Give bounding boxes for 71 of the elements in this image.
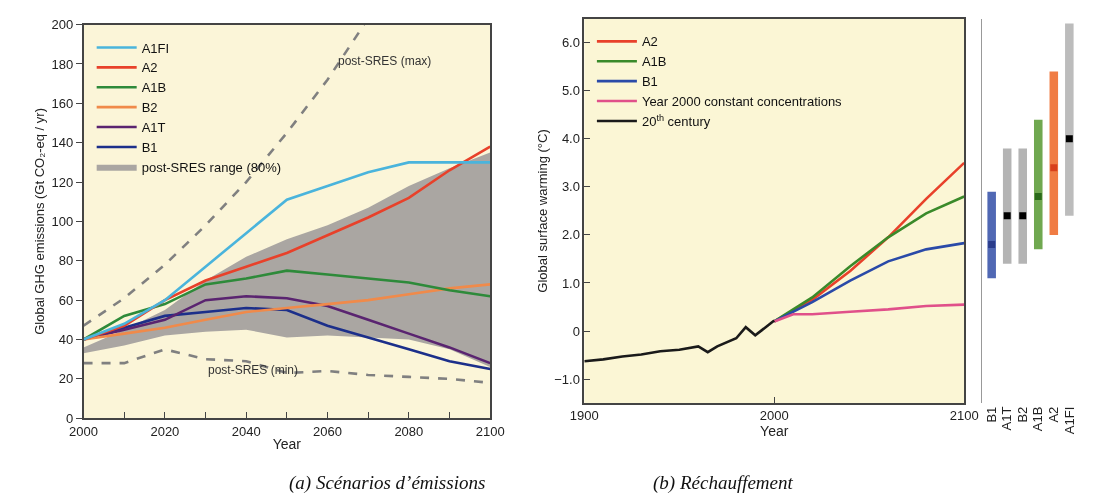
- x-tick-label: A1B: [1030, 406, 1046, 432]
- annotation: post-SRES (min): [208, 363, 299, 377]
- y-tick-label: 40: [58, 332, 74, 348]
- line-series: [772, 303, 965, 323]
- x-tick-label: A2: [1046, 406, 1062, 423]
- annotation: post-SRES (max): [338, 54, 432, 68]
- line-series: [83, 283, 491, 341]
- legend-label: A2: [141, 60, 158, 76]
- x-tick-label: B1: [983, 406, 999, 423]
- bar: [1049, 71, 1059, 235]
- x-tick-label: 1900: [569, 408, 599, 424]
- x-tick-label: 2040: [231, 423, 261, 439]
- legend-label: B1: [141, 140, 158, 155]
- point: [1065, 135, 1073, 143]
- legend-label: 20$^{th}$ century: [641, 112, 711, 130]
- y-axis-title: Global surface warming (°C): [534, 129, 550, 293]
- point: [988, 241, 996, 249]
- x-tick-label: 2100: [949, 408, 979, 424]
- x-tick-label: 2080: [394, 423, 424, 439]
- legend-label: post-SRES range (80%): [141, 159, 282, 175]
- legend-label: B2: [141, 100, 158, 116]
- legend-label: A1FI: [141, 40, 170, 56]
- y-tick-label: 140: [51, 135, 74, 151]
- x-tick-label: A1FI: [1061, 406, 1077, 435]
- y-tick-label: 3.0: [561, 179, 580, 195]
- y-tick-label: 120: [51, 174, 74, 190]
- legend-label: A1B: [141, 80, 167, 96]
- y-tick-label: 6.0: [561, 35, 580, 51]
- bar: [1065, 23, 1074, 216]
- point: [1034, 193, 1042, 200]
- point: [1003, 212, 1011, 220]
- y-tick-label: 4.0: [561, 131, 580, 147]
- x-tick-label: 2100: [475, 423, 505, 439]
- bar: [1033, 119, 1043, 250]
- y-tick-label: 100: [51, 213, 74, 229]
- text: (a) Scénarios d’émissions: [289, 472, 486, 494]
- y-tick-label: 20: [58, 371, 74, 387]
- x-axis-title: Year: [760, 423, 789, 440]
- y-tick-label: 60: [58, 292, 74, 308]
- x-tick-label: 2060: [313, 423, 342, 439]
- y-tick-label: 2.0: [561, 227, 580, 243]
- legend-label: B1: [641, 74, 658, 90]
- y-tick-label: 180: [51, 56, 74, 72]
- legend-label: A2: [641, 34, 658, 50]
- line-series: [584, 319, 776, 363]
- bar: [1002, 148, 1012, 264]
- bar: [1018, 148, 1028, 264]
- legend-label: A1B: [641, 54, 667, 70]
- legend-label: A1T: [141, 120, 166, 136]
- legend-label: Year 2000 constant concentrations: [641, 94, 843, 110]
- y-tick-label: 0: [65, 410, 74, 426]
- text: (b) Réchauffement: [653, 472, 794, 494]
- y-tick-label: 5.0: [561, 83, 580, 99]
- bar: [987, 191, 996, 279]
- y-tick-label: 0: [572, 323, 580, 339]
- y-tick-label: 160: [51, 95, 74, 111]
- y-tick-label: 80: [58, 253, 74, 269]
- y-axis-title: Global GHG emissions (Gt CO₂-eq / yr): [31, 108, 47, 335]
- x-tick-label: A1T: [999, 406, 1015, 431]
- y-tick-label: −1.0: [554, 371, 580, 387]
- x-tick-label: 2020: [150, 423, 180, 439]
- x-axis-title: Year: [272, 436, 302, 453]
- x-tick-label: 2000: [759, 408, 789, 424]
- point: [1019, 212, 1027, 220]
- x-tick-label: B2: [1014, 406, 1030, 423]
- line-series: [83, 269, 491, 341]
- point: [1050, 164, 1058, 172]
- y-tick-label: 1.0: [561, 275, 580, 291]
- x-tick-label: 2000: [69, 423, 99, 439]
- y-tick-label: 200: [51, 17, 74, 33]
- line-series: [772, 241, 965, 323]
